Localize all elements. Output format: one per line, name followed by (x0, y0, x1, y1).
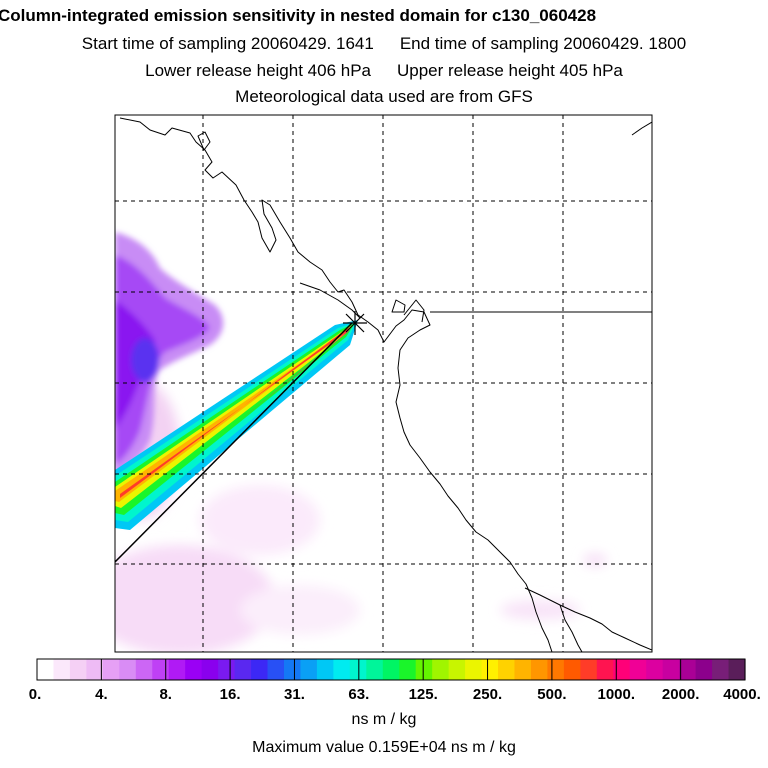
colorbar-cell (514, 659, 532, 680)
colorbar-cell (530, 659, 549, 680)
sensitivity-plume (115, 320, 358, 530)
colorbar-cell (366, 659, 384, 680)
colorbar-cell (53, 659, 71, 680)
colorbar-cell (613, 659, 631, 680)
colorbar-cell (563, 659, 581, 680)
release-trajectory-line (115, 322, 353, 563)
lat-lon-grid (115, 115, 652, 652)
colorbar-cell (629, 659, 647, 680)
lower-release-label: Lower release height 406 hPa (145, 61, 371, 80)
colorbar-cell (695, 659, 713, 680)
colorbar-cell (662, 659, 680, 680)
colorbar-cell (448, 659, 466, 680)
colorbar-cell (646, 659, 664, 680)
star-icon (343, 311, 367, 335)
sampling-time-line: Start time of sampling 20060429. 1641 End… (0, 34, 768, 54)
colorbar-cell (432, 659, 450, 680)
colorbar-cell (283, 659, 302, 680)
colorbar-cell (168, 659, 186, 680)
colorbar-cell (399, 659, 417, 680)
colorbar-cell (465, 659, 483, 680)
maximum-value-label: Maximum value 0.159E+04 ns m / kg (252, 739, 516, 756)
colorbar-tick-label: 250. (472, 686, 503, 703)
colorbar-cell (316, 659, 334, 680)
colorbar-tick-label: 16. (219, 686, 241, 703)
colorbar-tick-label: 4. (95, 686, 108, 703)
colorbar-cell (333, 659, 351, 680)
colorbar-tick-label: 8. (159, 686, 172, 703)
colorbar-tick-label: 1000. (597, 686, 636, 703)
colorbar-cell (481, 659, 499, 680)
colorbar-cell (218, 659, 236, 680)
colorbar-cell (37, 659, 55, 680)
sensitivity-map (114, 114, 653, 653)
colorbar-cell (382, 659, 400, 680)
colorbar-cell (679, 659, 697, 680)
colorbar-cell (267, 659, 285, 680)
release-height-line: Lower release height 406 hPa Upper releas… (0, 61, 768, 81)
colorbar-cell (580, 659, 598, 680)
colorbar-cell (152, 659, 170, 680)
colorbar-cell (547, 659, 565, 680)
purple-sensitivity-region (115, 232, 224, 478)
start-time-label: Start time of sampling 20060429. 1641 (81, 34, 374, 53)
met-data-label: Meteorological data used are from GFS (235, 87, 533, 106)
upper-release-label: Upper release height 405 hPa (397, 61, 623, 80)
colorbar-cell (135, 659, 153, 680)
colorbar-frame (36, 658, 746, 681)
colorbar-cell (201, 659, 219, 680)
colorbar-tick-label: 2000. (661, 686, 700, 703)
colorbar-cell (251, 659, 269, 680)
colorbar-tick-label: 4000. (723, 686, 761, 703)
coastline (119, 117, 652, 652)
colorbar-cell (69, 659, 87, 680)
colorbar-cell (728, 659, 746, 680)
colorbar-cell (300, 659, 318, 680)
colorbar-tick-label: 31. (284, 686, 305, 703)
plot-title: Column-integrated emission sensitivity i… (0, 6, 597, 25)
colorbar-cell (498, 659, 516, 680)
colorbar-cell (415, 659, 433, 680)
colorbar-cell (234, 659, 252, 680)
end-time-label: End time of sampling 20060429. 1800 (399, 34, 687, 53)
colorbar-cell (596, 659, 614, 680)
colorbar-units: ns m / kg (351, 711, 417, 728)
colorbar-tick-label: 0. (28, 686, 42, 703)
colorbar-cell (119, 659, 137, 680)
colorbar-cell (185, 659, 203, 680)
colorbar-cell (712, 659, 730, 680)
colorbar-cell (86, 659, 104, 680)
map-frame (114, 114, 653, 653)
colorbar-cell (349, 659, 367, 680)
colorbar-tick-label: 125. (408, 686, 438, 703)
colorbar-cell (102, 659, 120, 680)
colorbar-tick-label: 500. (537, 686, 567, 703)
colorbar-tick-label: 63. (348, 686, 370, 703)
